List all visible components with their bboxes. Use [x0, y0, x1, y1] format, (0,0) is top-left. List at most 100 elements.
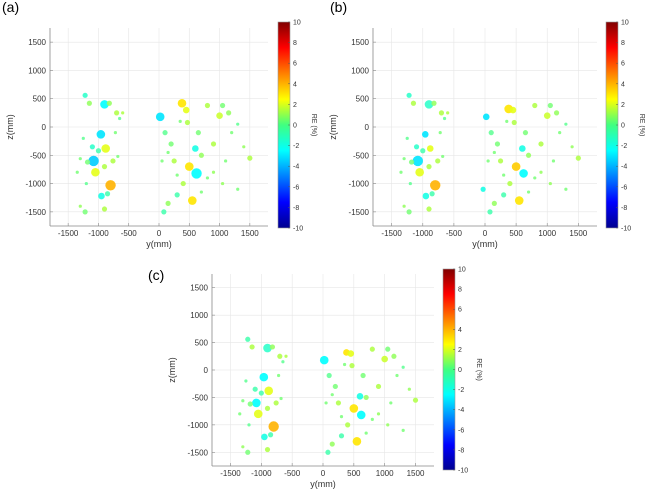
x-tick-label: -1500 — [381, 229, 402, 238]
data-point — [241, 399, 245, 403]
colorbar-tick-label: -6 — [458, 427, 464, 434]
x-tick-label: 500 — [509, 229, 523, 238]
data-point — [338, 433, 345, 439]
y-tick-label: 1500 — [190, 284, 208, 293]
x-axis-label: y(mm) — [310, 479, 336, 489]
y-tick-label: -1000 — [188, 421, 209, 430]
data-point — [267, 432, 274, 438]
data-point — [370, 417, 374, 421]
y-tick-label: -1500 — [188, 448, 209, 457]
data-point — [219, 102, 226, 109]
data-point — [252, 386, 258, 392]
data-point — [505, 119, 509, 123]
x-tick-label: -1000 — [251, 469, 272, 478]
data-point — [442, 116, 447, 121]
data-point — [82, 209, 88, 215]
y-tick-label: 1500 — [351, 38, 369, 47]
data-point — [332, 383, 338, 390]
data-point — [205, 176, 210, 180]
data-point — [78, 204, 82, 208]
data-point — [100, 100, 109, 109]
data-point — [420, 148, 426, 154]
data-point — [277, 353, 283, 359]
panel-label: (c) — [148, 267, 164, 283]
y-tick-label: 0 — [365, 123, 370, 132]
data-point — [204, 102, 211, 109]
data-point — [491, 200, 497, 206]
data-point — [407, 387, 411, 391]
data-point — [507, 180, 513, 187]
data-point — [386, 423, 390, 427]
data-point — [281, 360, 285, 364]
data-point — [178, 119, 182, 123]
y-axis-label: z(mm) — [167, 357, 177, 383]
data-point — [402, 157, 406, 161]
data-point — [519, 169, 528, 178]
data-point — [89, 144, 95, 150]
data-point — [86, 100, 92, 106]
data-point — [406, 209, 412, 215]
data-point — [160, 159, 164, 163]
y-tick-label: 0 — [42, 123, 47, 132]
data-point — [180, 180, 186, 187]
data-point — [352, 437, 362, 446]
x-tick-label: -1000 — [88, 229, 109, 238]
data-point — [198, 152, 204, 158]
data-point — [75, 170, 79, 174]
data-point — [345, 422, 351, 428]
data-point — [482, 113, 490, 121]
data-point — [220, 181, 225, 186]
data-point — [369, 346, 375, 352]
data-point — [509, 106, 517, 114]
data-point — [426, 206, 432, 212]
data-point — [264, 446, 271, 453]
data-point — [349, 404, 359, 413]
data-point — [426, 145, 434, 152]
colorbar-tick-label: 2 — [458, 347, 462, 354]
colorbar-tick-label: 2 — [293, 102, 297, 109]
data-point — [259, 372, 269, 382]
data-point — [88, 155, 99, 167]
colorbar-tick-label: -6 — [293, 184, 299, 191]
data-point — [424, 100, 434, 109]
colorbar-tick-label: -8 — [293, 205, 299, 212]
colorbar-tick-label: -10 — [293, 226, 303, 233]
data-point — [247, 401, 253, 407]
data-point — [329, 441, 335, 447]
colorbar-tick-label: 0 — [293, 123, 297, 130]
data-point — [480, 186, 486, 192]
data-point — [408, 181, 412, 186]
data-point — [113, 131, 117, 135]
data-point — [279, 396, 283, 401]
data-point — [406, 92, 412, 98]
colorbar-tick-label: -10 — [458, 468, 468, 475]
data-point — [570, 145, 574, 149]
data-point — [245, 336, 251, 342]
data-point — [522, 130, 529, 136]
data-point — [247, 423, 251, 427]
data-point — [526, 190, 531, 194]
data-point — [82, 92, 88, 98]
data-point — [412, 155, 423, 167]
data-point — [252, 398, 261, 408]
colorbar-tick-label: -8 — [621, 205, 627, 212]
data-point — [269, 344, 276, 350]
x-tick-label: 500 — [183, 229, 197, 238]
data-point — [502, 173, 506, 177]
data-point — [101, 144, 111, 153]
data-point — [538, 141, 544, 147]
data-point — [168, 141, 174, 147]
y-axis-label: z(mm) — [328, 114, 338, 140]
x-tick-label: 500 — [347, 469, 361, 478]
x-tick-label: 1000 — [538, 229, 556, 238]
data-point — [410, 100, 417, 106]
data-point — [543, 112, 551, 119]
x-tick-label: -1500 — [220, 469, 241, 478]
x-tick-label: -1500 — [58, 229, 79, 238]
data-point — [494, 141, 501, 147]
data-point — [564, 187, 568, 191]
data-point — [441, 154, 445, 159]
data-point — [385, 346, 391, 352]
colorbar-tick-label: 4 — [458, 327, 462, 334]
